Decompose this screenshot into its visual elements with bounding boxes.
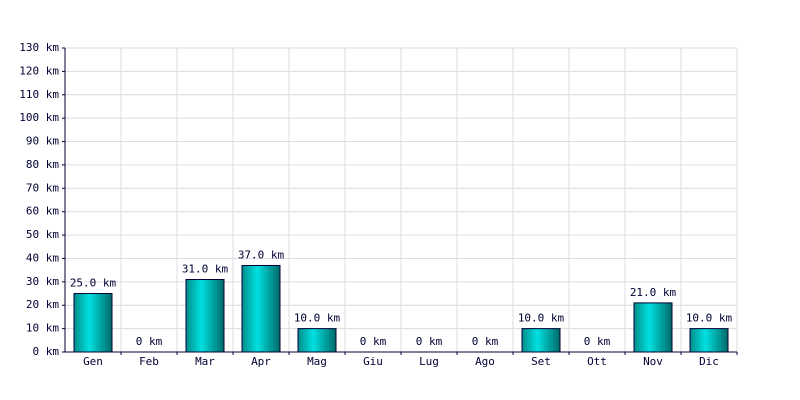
bar xyxy=(633,302,673,353)
value-label: 0 km xyxy=(360,335,387,348)
y-tick-label: 0 km xyxy=(33,345,60,358)
value-label: 31.0 km xyxy=(182,263,229,276)
bar xyxy=(241,264,281,353)
y-tick-label: 120 km xyxy=(19,64,59,77)
y-tick-label: 100 km xyxy=(19,111,59,124)
y-tick-label: 20 km xyxy=(26,298,59,311)
value-label: 10.0 km xyxy=(518,312,565,325)
y-tick-label: 60 km xyxy=(26,205,59,218)
x-tick-label: Lug xyxy=(419,355,439,368)
x-tick-label: Apr xyxy=(251,355,271,368)
x-tick-label: Set xyxy=(531,355,551,368)
x-tick-label: Nov xyxy=(643,355,663,368)
y-tick-label: 130 km xyxy=(19,41,59,54)
value-label: 10.0 km xyxy=(294,312,341,325)
value-label: 10.0 km xyxy=(686,312,733,325)
value-label: 37.0 km xyxy=(238,248,285,261)
x-tick-label: Mar xyxy=(195,355,215,368)
bar xyxy=(73,293,113,353)
x-tick-label: Mag xyxy=(307,355,327,368)
value-label: 0 km xyxy=(416,335,443,348)
bar xyxy=(185,279,225,353)
y-tick-label: 70 km xyxy=(26,181,59,194)
value-label: 0 km xyxy=(584,335,611,348)
x-tick-label: Ago xyxy=(475,355,495,368)
x-tick-label: Dic xyxy=(699,355,719,368)
x-tick-label: Gen xyxy=(83,355,103,368)
value-label: 21.0 km xyxy=(630,286,677,299)
y-tick-label: 80 km xyxy=(26,158,59,171)
x-tick-label: Ott xyxy=(587,355,607,368)
bar xyxy=(521,328,561,353)
y-tick-label: 30 km xyxy=(26,275,59,288)
x-tick-label: Feb xyxy=(139,355,159,368)
y-tick-label: 90 km xyxy=(26,135,59,148)
y-tick-label: 10 km xyxy=(26,322,59,335)
value-label: 25.0 km xyxy=(70,277,117,290)
y-tick-label: 40 km xyxy=(26,251,59,264)
bar xyxy=(297,328,337,353)
value-label: 0 km xyxy=(136,335,163,348)
y-tick-label: 110 km xyxy=(19,88,59,101)
y-tick-label: 50 km xyxy=(26,228,59,241)
x-tick-label: Giu xyxy=(363,355,383,368)
value-label: 0 km xyxy=(472,335,499,348)
bar xyxy=(689,328,729,353)
